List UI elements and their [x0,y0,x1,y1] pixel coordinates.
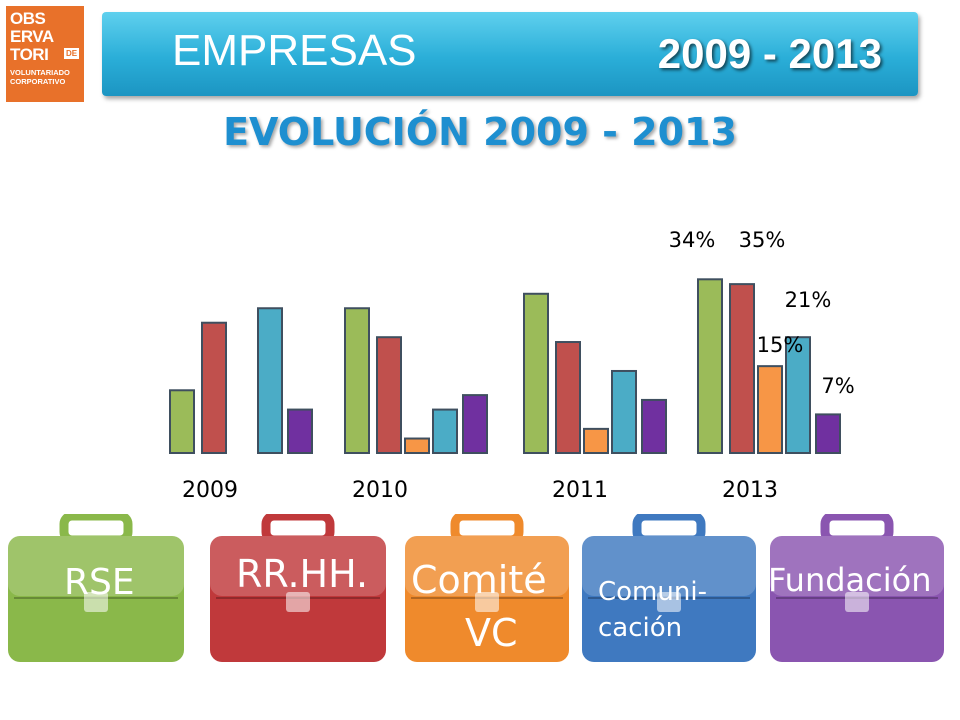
legend-case-label-line1: Comuni- [598,577,707,607]
legend-case-label-line1: RSE [64,562,135,603]
observatorio-logo: OBS ERVA TORI DE VOLUNTARIADO CORPORATIV… [6,6,84,102]
bar-2011-2 [583,427,609,454]
bar-2011-0 [523,292,549,454]
bar-2011-3 [611,369,637,455]
header-years: 2009 - 2013 [657,30,882,77]
bar-2013-4 [815,413,841,454]
bar-2013-1 [729,283,755,454]
x-tick-label: 2013 [722,478,778,503]
legend-case-label-line1: Comité [411,558,547,602]
header-banner: EMPRESAS 2009 - 2013 [102,12,918,96]
bar-2009-4 [287,408,313,455]
briefcase-icon [8,511,184,662]
bar-2009-0 [169,389,195,454]
bar-2009-1 [201,321,227,454]
x-tick-label: 2009 [182,478,238,503]
briefcase-icon [582,511,756,662]
legend-case-1: RR.HH. [208,511,388,666]
legend-case-label-line2: cación [598,613,683,644]
briefcase-icon [210,511,386,662]
legend-case-3: Comuni-cación [580,511,758,666]
legend-case-label-line1: Fundación [768,561,932,599]
data-label-2013: 21% [785,288,832,312]
bar-2011-4 [641,398,667,454]
bar-2010-4 [462,394,488,455]
bar-2013-2 [757,365,783,454]
legend-case-label-line2: VC [465,611,518,656]
legend-case-label: Comité VC [411,554,547,660]
legend-case-4: Fundación [768,511,946,666]
legend-case-label: RR.HH. [236,548,368,601]
briefcase-icon [770,511,944,662]
bar-2010-2 [404,437,430,454]
bar-2009-3 [257,307,283,454]
legend-case-label: Fundación [768,558,931,603]
bar-2010-1 [376,336,402,455]
data-label-2013: 15% [757,333,804,357]
bar-2013-0 [697,278,723,454]
chart-title: EVOLUCIÓN 2009 - 2013 [223,110,737,154]
legend-case-label: Comuni-cación [598,574,707,647]
briefcase-icon [405,511,569,662]
legend-case-2: Comité VC [403,511,571,666]
legend-case-label-line1: RR.HH. [236,552,369,596]
bar-2013-3 [785,336,811,455]
legend-case-0: RSE [6,511,186,666]
bar-2010-3 [432,408,458,455]
x-tick-label: 2011 [552,478,608,503]
bar-2010-0 [344,307,370,454]
bar-2011-1 [555,341,581,454]
x-tick-label: 2010 [352,478,408,503]
data-label-2013: 34% [669,228,716,252]
legend-case-label: RSE [64,558,135,608]
data-label-2013: 7% [821,374,854,398]
data-label-2013: 35% [739,228,786,252]
header-title: EMPRESAS [172,26,417,75]
